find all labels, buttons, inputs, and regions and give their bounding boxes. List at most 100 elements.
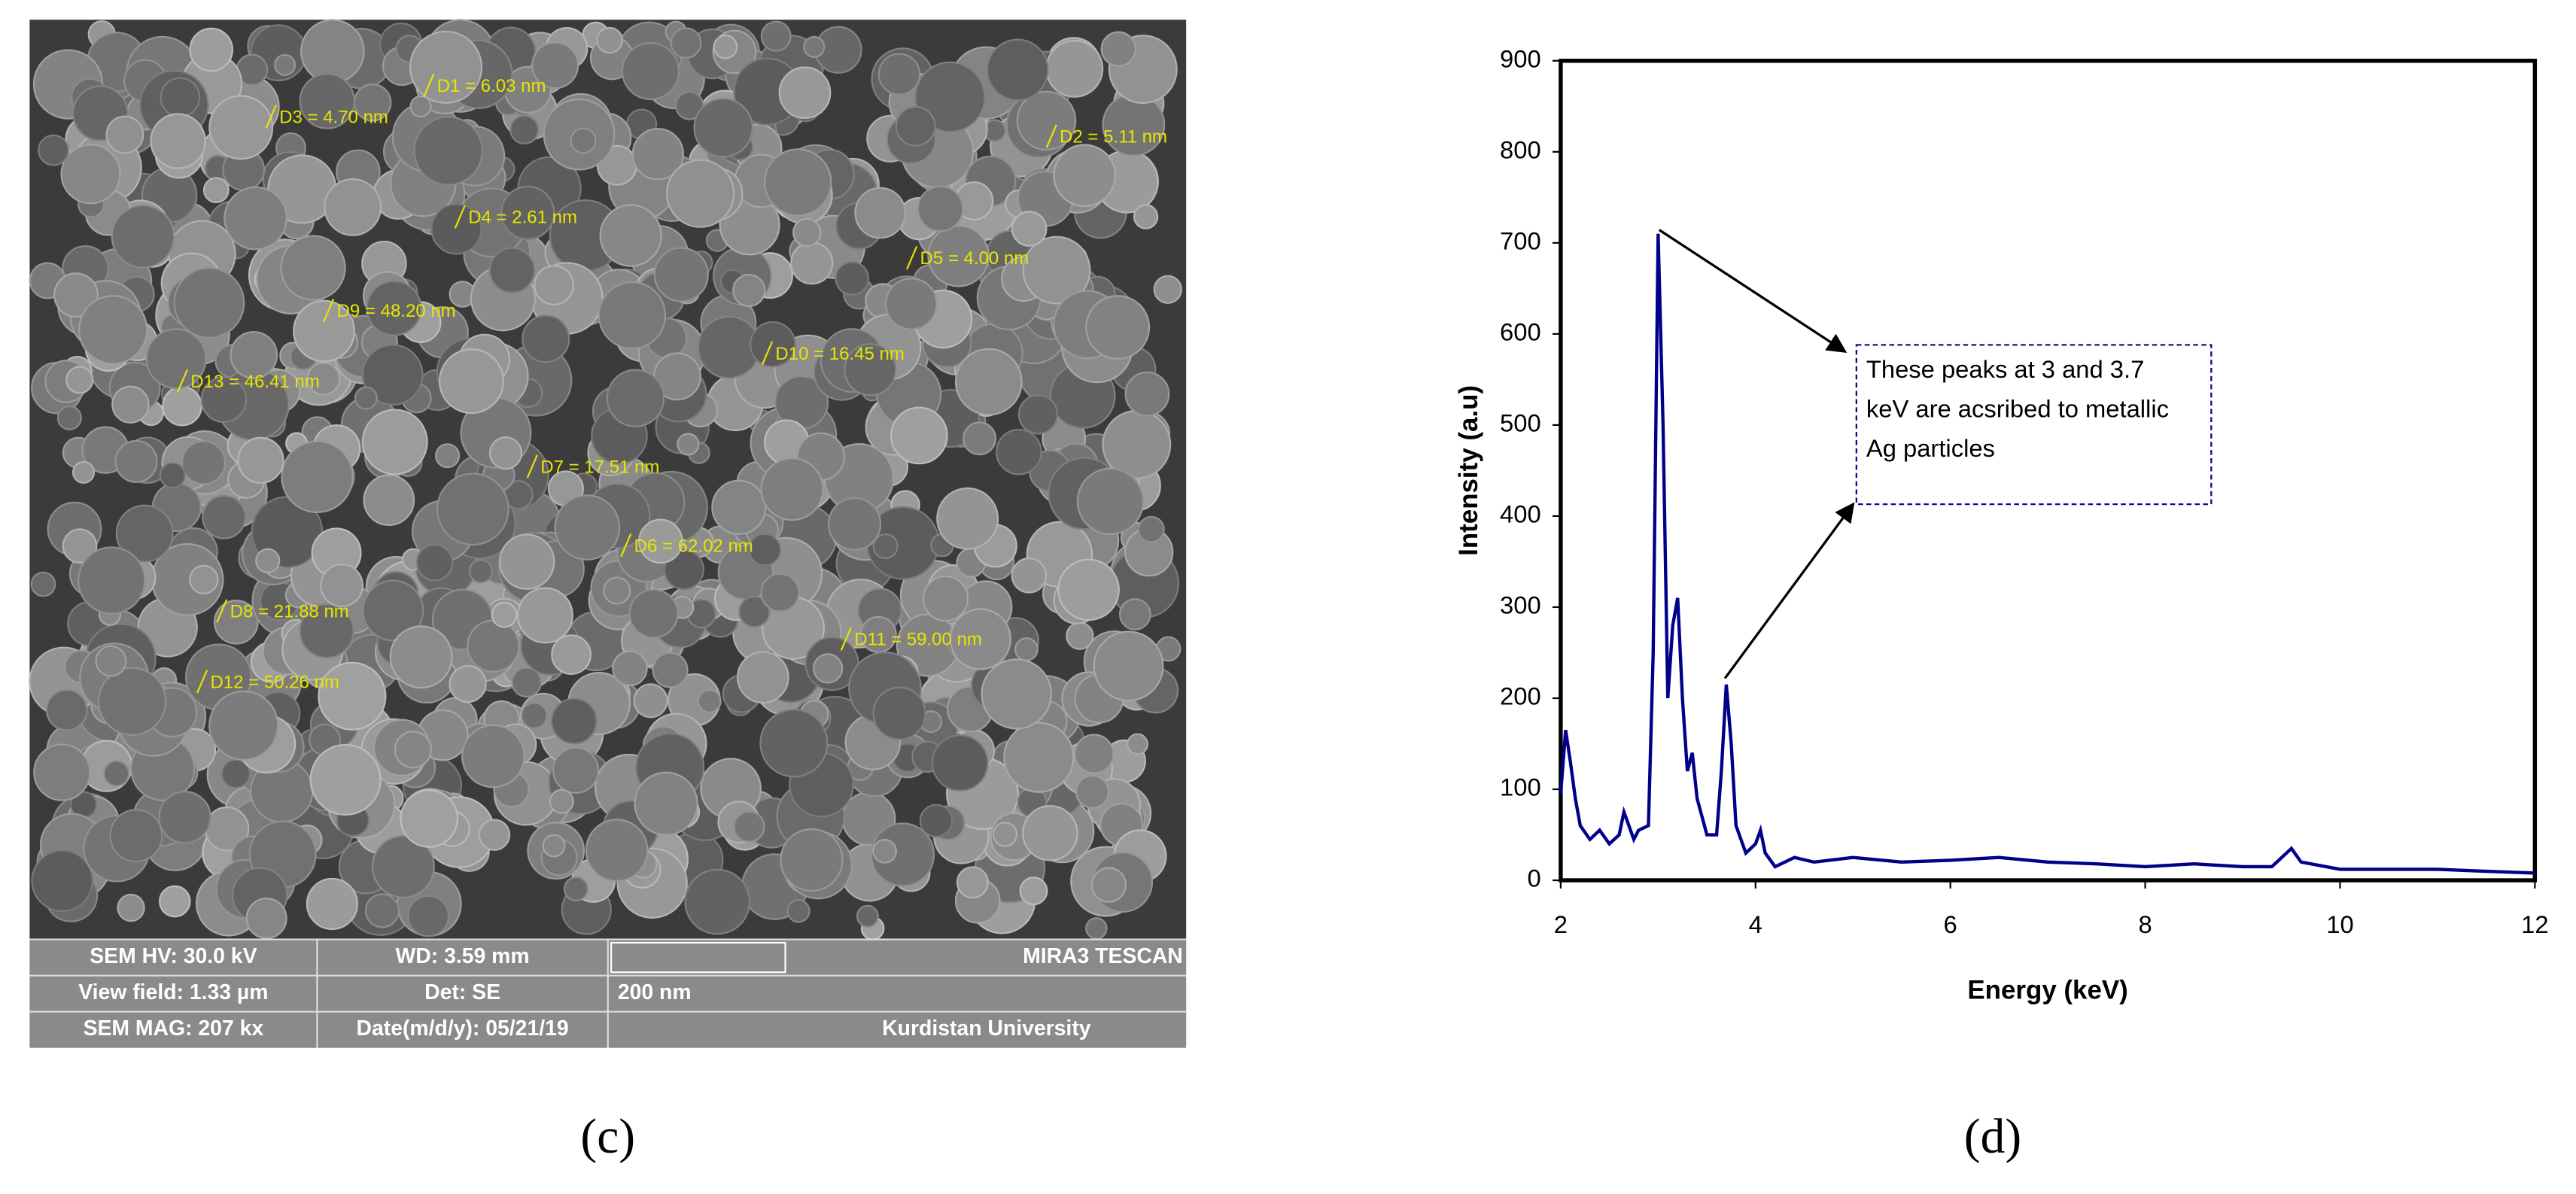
particle [835,261,870,296]
sem-panel: D1 = 6.03 nm D2 = 5.11 nm D3 = 4.70 nm D4 =… [29,19,1187,1048]
info-text: Det: SE [424,980,500,1004]
info-text: SEM MAG: 207 kx [84,1016,264,1041]
particle [844,343,897,396]
particle [551,697,598,745]
measure-line [526,454,538,479]
particle [759,709,829,778]
particle [1124,371,1170,417]
particle [895,105,936,147]
particle [748,533,782,567]
y-tick-label: 400 [1500,500,1541,528]
particle [631,128,685,181]
particle [189,27,234,72]
particle [596,26,623,54]
x-tick-label: 4 [1749,910,1762,938]
particle [872,839,897,864]
particle [936,487,999,550]
particle [468,559,494,584]
particle [1085,295,1151,360]
info-text: Kurdistan University [882,1016,1091,1041]
particle [549,788,574,814]
particle [115,504,174,563]
particle [1118,598,1151,630]
particle [1085,917,1108,940]
particle [931,734,989,791]
particle [274,53,297,76]
particle [790,242,834,285]
particle [854,187,906,239]
particle [674,91,704,120]
particle [981,658,1052,730]
particle [363,474,415,527]
particle [552,746,600,794]
particle [449,664,487,703]
particle [760,20,792,52]
particle [917,185,964,232]
particle [65,366,94,394]
particle [760,457,824,521]
particle [914,61,986,133]
x-tick-label: 8 [2138,910,2152,938]
particle [159,462,186,489]
particle [237,436,284,484]
particle [407,895,450,937]
panel-label: (c) [580,1110,635,1164]
particle [318,661,387,731]
particle [488,436,523,470]
particle [509,114,540,144]
particle [103,760,130,787]
particle [1017,394,1059,435]
particle [97,667,167,736]
particle [778,66,832,120]
particle [750,321,796,368]
particle [665,159,735,228]
particle [1053,144,1116,208]
particle [1045,40,1104,98]
measure-label: D5 = 4.00 nm [920,248,1029,269]
particle [60,144,121,205]
particle [245,898,287,940]
particle [877,53,921,96]
particle [299,73,355,129]
particle [78,546,146,615]
particle [534,265,574,305]
particle [872,686,926,740]
particle [158,791,211,844]
particle [1133,204,1159,229]
particle [612,650,648,687]
particle [684,868,751,935]
measure-label: D8 = 21.88 nm [230,602,349,622]
particle [1137,515,1165,543]
particle [870,822,935,887]
particle [792,217,822,248]
particle [1066,621,1094,650]
particle [53,272,99,317]
particle [638,518,683,564]
particle [38,134,70,166]
particle [461,724,525,788]
particle [309,743,382,816]
particle [1074,734,1115,774]
particle [1075,774,1110,809]
y-tick-label: 700 [1500,226,1541,254]
particle [230,331,278,379]
particle [45,688,88,731]
particle [711,479,767,535]
particle [173,267,245,339]
measure-label: D2 = 5.11 nm [1060,127,1167,147]
particle [361,344,424,406]
particle [111,385,150,424]
y-tick-label: 0 [1527,864,1540,892]
particle [371,834,435,898]
particle [949,608,1011,670]
particle [105,115,144,154]
annotation-text: keV are acsribed to metallic [1866,394,2169,422]
particle [362,579,424,642]
particle [111,204,175,269]
particle [389,625,453,689]
particle [158,885,191,918]
particle [95,645,127,677]
particle [114,439,158,483]
particle [670,27,702,59]
measure-line [323,298,335,323]
